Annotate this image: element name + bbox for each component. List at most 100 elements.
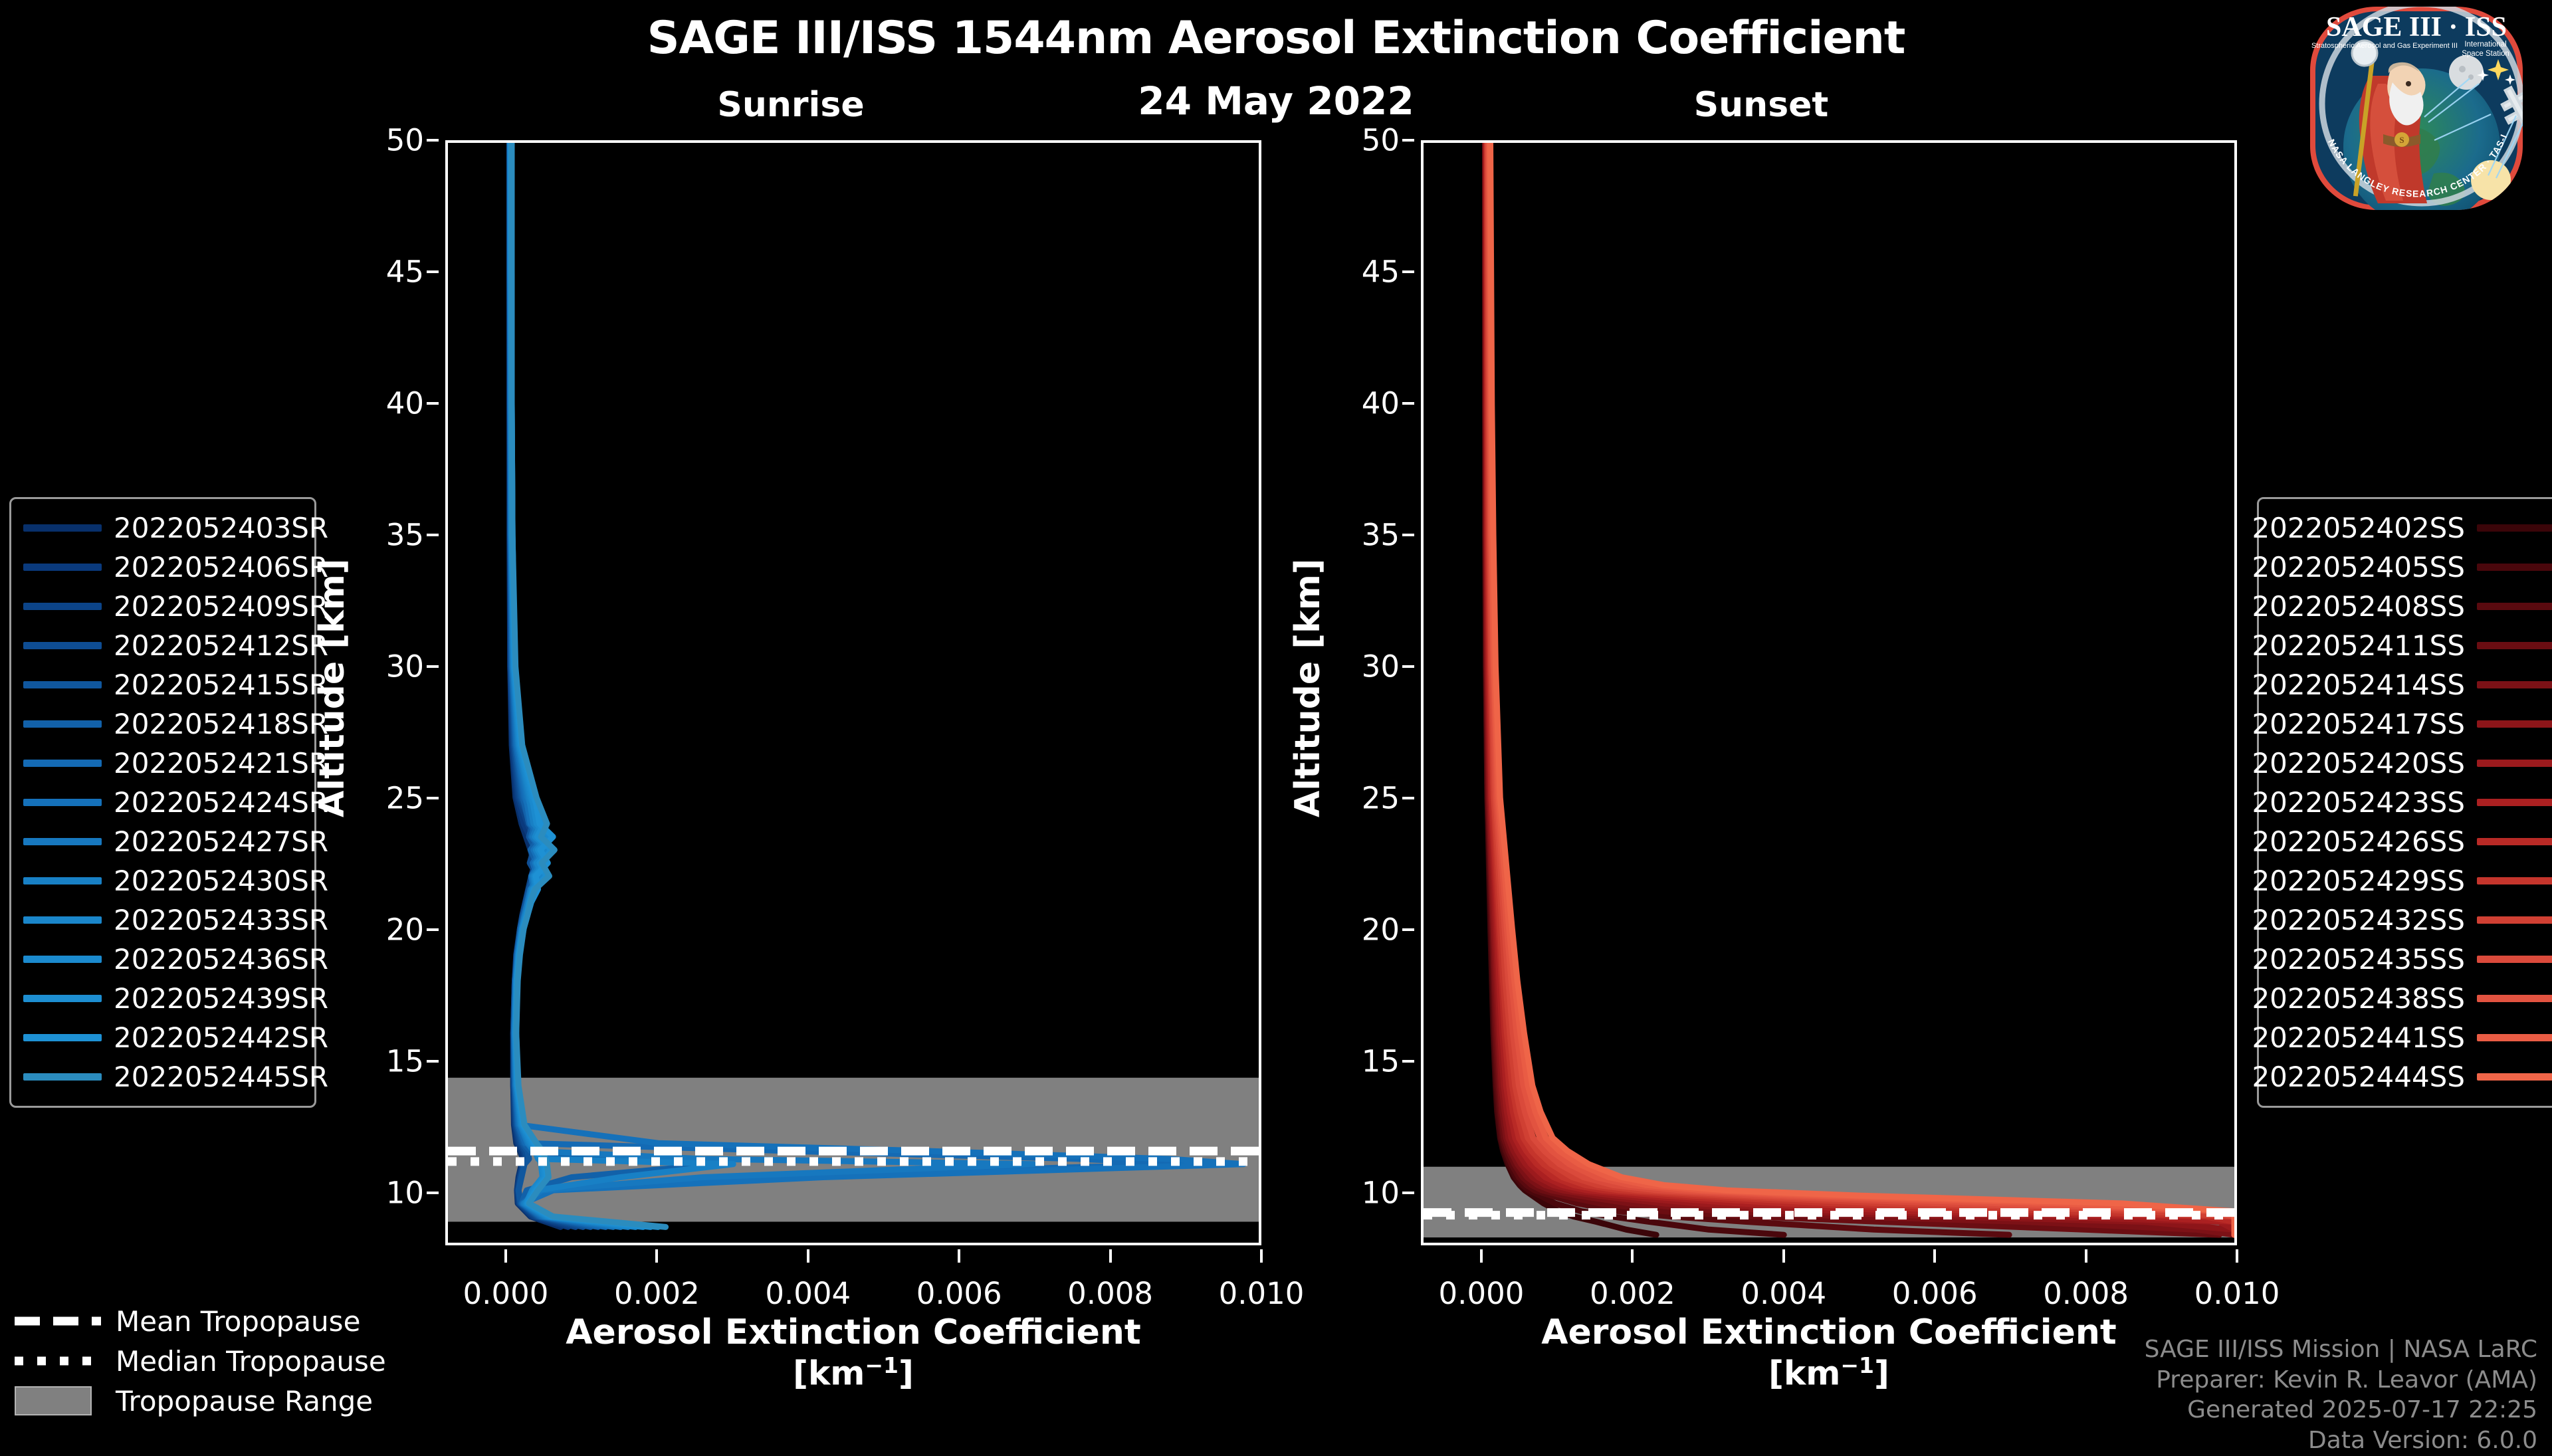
- y-tick-mark: [1402, 665, 1414, 668]
- x-tick-mark: [655, 1249, 659, 1263]
- legend-color-swatch: [2477, 681, 2552, 688]
- legend-event-label: 2022052418SR: [114, 708, 329, 740]
- legend-event-label: 2022052414SS: [2252, 669, 2465, 701]
- legend-item[interactable]: 2022052414SS: [2252, 665, 2552, 704]
- legend-item[interactable]: 2022052421SR: [23, 744, 328, 783]
- legend-item[interactable]: 2022052429SS: [2252, 861, 2552, 900]
- y-tick-mark: [1402, 401, 1414, 405]
- y-tick-label: 15: [1361, 1043, 1400, 1079]
- y-tick-label: 10: [385, 1175, 424, 1211]
- legend-event-label: 2022052427SR: [114, 825, 329, 858]
- legend-event-label: 2022052435SS: [2252, 943, 2465, 976]
- legend-event-label: 2022052406SR: [114, 551, 329, 583]
- patch-iss-line1: International: [2464, 41, 2506, 49]
- legend-label-range: Tropopause Range: [116, 1384, 373, 1417]
- credits-block: SAGE III/ISS Mission | NASA LaRC Prepare…: [2145, 1334, 2537, 1456]
- legend-item[interactable]: 2022052441SS: [2252, 1018, 2552, 1057]
- profile-line: [507, 143, 722, 1230]
- x-tick-label: 0.004: [1741, 1276, 1827, 1311]
- legend-sunrise[interactable]: 2022052403SR 2022052406SR 2022052409SR 2022…: [9, 497, 328, 1108]
- legend-item[interactable]: 2022052418SR: [23, 704, 328, 744]
- profile-line: [1485, 143, 2234, 1238]
- legend-item[interactable]: 2022052405SS: [2252, 548, 2552, 587]
- legend-item[interactable]: 2022052427SR: [23, 822, 328, 861]
- legend-color-swatch: [23, 799, 102, 806]
- profile-line: [508, 143, 661, 1230]
- legend-event-label: 2022052436SR: [114, 943, 329, 976]
- legend-event-label: 2022052415SR: [114, 669, 329, 701]
- legend-item[interactable]: 2022052445SR: [23, 1057, 328, 1096]
- legend-item[interactable]: 2022052420SS: [2252, 744, 2552, 783]
- legend-item[interactable]: 2022052444SS: [2252, 1057, 2552, 1096]
- x-tick-mark: [2236, 1249, 2238, 1263]
- legend-item[interactable]: 2022052433SR: [23, 900, 328, 940]
- legend-event-label: 2022052442SR: [114, 1021, 329, 1054]
- legend-label-median: Median Tropopause: [116, 1344, 386, 1378]
- y-tick-label: 35: [385, 517, 424, 553]
- legend-item[interactable]: 2022052426SS: [2252, 822, 2552, 861]
- plot-area-sunset: [1421, 140, 2237, 1245]
- x-axis-unit: [km−1]: [793, 1352, 914, 1394]
- y-tick-label: 35: [1361, 517, 1400, 553]
- x-tick-mark: [1631, 1249, 1634, 1263]
- legend-item[interactable]: 2022052415SR: [23, 665, 328, 704]
- legend-item[interactable]: 2022052406SR: [23, 548, 328, 587]
- legend-item[interactable]: 2022052424SR: [23, 783, 328, 822]
- legend-item[interactable]: 2022052409SR: [23, 587, 328, 626]
- profile-line: [507, 143, 1187, 1230]
- y-tick-mark: [427, 139, 439, 142]
- x-tick-label: 0.002: [1589, 1276, 1675, 1311]
- legend-color-swatch: [2477, 799, 2552, 806]
- legend-item[interactable]: 2022052430SR: [23, 861, 328, 900]
- sage-iii-iss-mission-patch-logo: S BALL · NASA LANGLEY RESEARCH CENTER · …: [2287, 0, 2541, 210]
- legend-item[interactable]: 2022052417SS: [2252, 704, 2552, 744]
- legend-color-swatch: [23, 838, 102, 845]
- legend-item[interactable]: 2022052436SR: [23, 940, 328, 979]
- x-tick-label: 0.004: [765, 1276, 851, 1311]
- x-tick-label: 0.002: [613, 1276, 700, 1311]
- legend-item[interactable]: 2022052402SS: [2252, 508, 2552, 548]
- profile-chart-sunset: [1424, 143, 2234, 1238]
- legend-item[interactable]: 2022052412SR: [23, 626, 328, 665]
- legend-color-swatch: [2477, 760, 2552, 767]
- legend-color-swatch: [23, 1034, 102, 1041]
- legend-color-swatch: [2477, 564, 2552, 571]
- legend-event-label: 2022052433SR: [114, 904, 329, 936]
- legend-item[interactable]: 2022052439SR: [23, 979, 328, 1018]
- legend-sunset[interactable]: 2022052402SS 2022052405SS 2022052408SS 2022…: [2252, 497, 2552, 1108]
- legend-item[interactable]: 2022052442SR: [23, 1018, 328, 1057]
- legend-item[interactable]: 2022052403SR: [23, 508, 328, 548]
- y-tick-mark: [427, 1191, 439, 1194]
- profile-line: [1486, 143, 2234, 1238]
- profile-line: [507, 143, 736, 1230]
- legend-item[interactable]: 2022052435SS: [2252, 940, 2552, 979]
- x-tick-mark: [504, 1249, 507, 1263]
- patch-title: SAGE III · ISS: [2326, 12, 2507, 43]
- x-axis-sunrise: 0.000 0.002 0.004 0.006 0.008 0.010: [445, 1249, 1304, 1329]
- x-tick-mark: [958, 1249, 961, 1263]
- legend-color-swatch: [2477, 838, 2552, 845]
- legend-item-median-tropopause: Median Tropopause: [15, 1341, 386, 1381]
- legend-event-label: 2022052439SR: [114, 982, 329, 1015]
- legend-item-mean-tropopause: Mean Tropopause: [15, 1301, 360, 1341]
- legend-item[interactable]: 2022052423SS: [2252, 783, 2552, 822]
- profile-line: [1482, 143, 2222, 1238]
- legend-item[interactable]: 2022052411SS: [2252, 626, 2552, 665]
- x-axis-label-text: Aerosol Extinction Coefficient: [1541, 1312, 2117, 1352]
- y-tick-label: 45: [385, 254, 424, 290]
- page-title: SAGE III/ISS 1544nm Aerosol Extinction C…: [647, 12, 1906, 64]
- profile-line: [1487, 143, 2234, 1238]
- y-tick-mark: [427, 1059, 439, 1063]
- profile-line: [1483, 143, 2234, 1238]
- legend-color-swatch: [23, 603, 102, 610]
- y-tick-mark: [1402, 928, 1414, 931]
- legend-item[interactable]: 2022052432SS: [2252, 900, 2552, 940]
- profile-line: [1483, 143, 2234, 1238]
- y-tick-label: 40: [385, 385, 424, 421]
- legend-event-label: 2022052424SR: [114, 786, 329, 819]
- legend-event-label: 2022052408SS: [2252, 590, 2465, 623]
- legend-item[interactable]: 2022052438SS: [2252, 979, 2552, 1018]
- legend-item[interactable]: 2022052408SS: [2252, 587, 2552, 626]
- x-tick-label: 0.008: [1067, 1276, 1153, 1311]
- profile-line: [1484, 143, 2234, 1238]
